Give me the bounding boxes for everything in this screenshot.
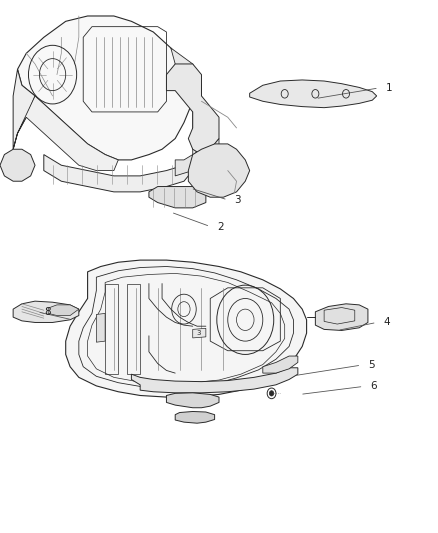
Polygon shape <box>175 139 219 176</box>
Polygon shape <box>18 16 193 160</box>
Polygon shape <box>13 69 35 149</box>
Polygon shape <box>263 356 298 373</box>
Text: 4: 4 <box>383 318 390 327</box>
Polygon shape <box>315 304 368 330</box>
Polygon shape <box>175 411 215 423</box>
Polygon shape <box>96 313 105 342</box>
Text: 2: 2 <box>217 222 223 231</box>
Polygon shape <box>149 187 206 208</box>
Polygon shape <box>13 96 118 171</box>
Polygon shape <box>171 48 201 171</box>
Polygon shape <box>250 80 377 108</box>
Polygon shape <box>166 393 219 408</box>
Text: 8: 8 <box>44 307 50 317</box>
Circle shape <box>269 391 274 396</box>
Polygon shape <box>13 301 79 322</box>
Text: 3: 3 <box>196 330 201 336</box>
Polygon shape <box>66 260 307 397</box>
Text: 1: 1 <box>385 83 392 93</box>
Polygon shape <box>44 155 193 192</box>
Text: 6: 6 <box>370 382 377 391</box>
Polygon shape <box>193 328 206 338</box>
Polygon shape <box>166 64 219 155</box>
Polygon shape <box>188 144 250 197</box>
Text: 3: 3 <box>234 195 241 205</box>
Polygon shape <box>48 305 79 316</box>
Text: 5: 5 <box>368 360 374 370</box>
Polygon shape <box>0 149 35 181</box>
Polygon shape <box>131 368 298 393</box>
